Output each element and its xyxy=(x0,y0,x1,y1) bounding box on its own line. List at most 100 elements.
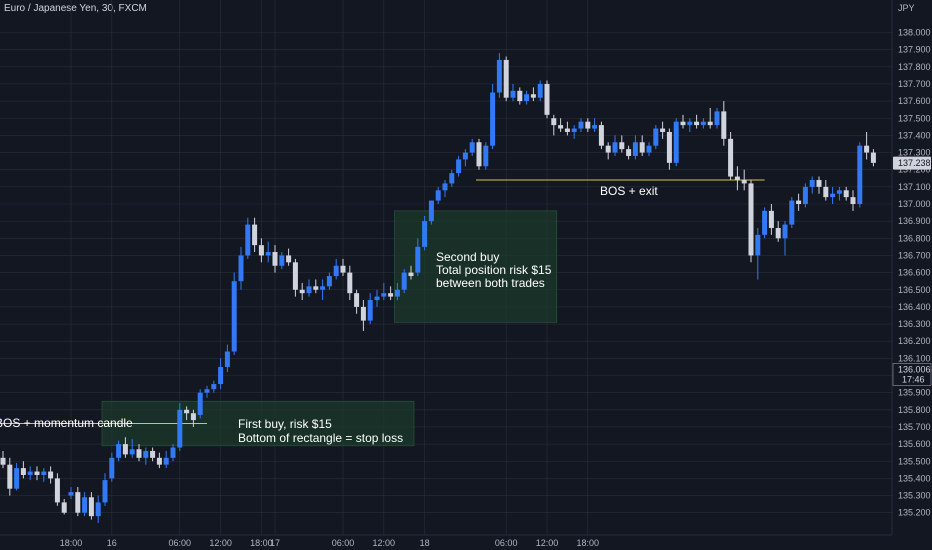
candle xyxy=(639,135,645,156)
candle xyxy=(830,186,836,204)
candle xyxy=(816,176,822,194)
candle-body xyxy=(619,142,625,150)
candle-body xyxy=(204,389,210,393)
candle-body xyxy=(0,457,6,465)
candle-body xyxy=(605,145,611,153)
time-tick-label: 06:00 xyxy=(332,538,355,548)
candle-body xyxy=(88,497,94,517)
candle-body xyxy=(496,59,502,93)
candle-body xyxy=(646,145,652,153)
price-tick-label: 135.400 xyxy=(898,473,931,483)
candle xyxy=(204,385,210,398)
candle-body xyxy=(218,366,224,385)
candle-body xyxy=(54,478,60,503)
candle-body xyxy=(653,128,659,146)
bos-momentum-label: BOS + momentum candle xyxy=(0,416,133,430)
candle-body xyxy=(190,413,196,421)
candle xyxy=(408,265,414,280)
price-tick-label: 135.200 xyxy=(898,508,931,518)
candle-body xyxy=(585,121,591,129)
candle-body xyxy=(748,183,754,256)
candle-body xyxy=(265,252,271,256)
price-tick-label: 137.700 xyxy=(898,79,931,89)
candle-body xyxy=(82,497,88,513)
candle-body xyxy=(292,262,298,290)
candle-body xyxy=(789,200,795,225)
price-tick-label: 137.800 xyxy=(898,62,931,72)
price-tick-label: 137.100 xyxy=(898,182,931,192)
candle xyxy=(483,142,489,170)
candle xyxy=(306,279,312,297)
candle xyxy=(340,258,346,277)
price-tick-label: 136.100 xyxy=(898,353,931,363)
candle-body xyxy=(564,128,570,132)
candle-body xyxy=(626,149,632,156)
candle-body xyxy=(313,286,319,290)
candle-body xyxy=(224,351,230,367)
candle-body xyxy=(823,186,829,198)
candle xyxy=(82,492,88,517)
candle xyxy=(789,197,795,229)
candle-body xyxy=(306,286,312,294)
candle xyxy=(401,269,407,294)
price-scale-panel[interactable] xyxy=(892,0,932,550)
price-scale: JPY 138.000 137.900 137.800 137.700 137.600 1… xyxy=(898,3,931,518)
candle xyxy=(870,149,876,167)
candle xyxy=(197,389,203,419)
candle-body xyxy=(326,276,332,287)
candle xyxy=(802,183,808,208)
candle-body xyxy=(483,145,489,167)
time-tick-label: 16 xyxy=(107,538,117,548)
candle xyxy=(68,486,74,499)
candle xyxy=(748,179,754,263)
candle-body xyxy=(136,449,142,458)
candle xyxy=(850,190,856,211)
candle xyxy=(660,121,666,139)
candle-body xyxy=(442,183,448,191)
candle xyxy=(666,128,672,170)
candle-body xyxy=(408,272,414,277)
candle xyxy=(354,289,360,314)
time-tick-label: 17 xyxy=(270,538,280,548)
candle-body xyxy=(843,190,849,198)
candle-body xyxy=(578,121,584,129)
candle-body xyxy=(150,450,156,458)
price-tick-label: 137.400 xyxy=(898,130,931,140)
candle xyxy=(381,282,387,301)
candle xyxy=(20,461,26,479)
candle xyxy=(415,238,421,277)
candle-body xyxy=(401,272,407,290)
candle-body xyxy=(524,94,530,102)
candle xyxy=(41,468,47,482)
candle-body xyxy=(7,464,13,489)
candle-body xyxy=(340,265,346,273)
candle-body xyxy=(435,190,441,201)
candle xyxy=(238,246,244,290)
candle-body xyxy=(102,480,108,503)
time-tick-label: 18:00 xyxy=(577,538,600,548)
second-buy-zone xyxy=(394,210,558,323)
candle xyxy=(360,300,366,331)
candle xyxy=(632,135,638,160)
candle xyxy=(775,221,781,242)
candle-body xyxy=(354,293,360,307)
candle-body xyxy=(48,471,54,479)
candle xyxy=(156,452,162,469)
candle-body xyxy=(163,457,169,465)
candle xyxy=(449,169,455,187)
candle-body xyxy=(116,444,122,458)
first-buy-label-line2: Bottom of rectangle = stop loss xyxy=(238,431,403,445)
candle-body xyxy=(836,190,842,194)
candle xyxy=(646,142,652,156)
candle-body xyxy=(245,224,251,256)
candle xyxy=(462,149,468,167)
candle xyxy=(592,118,598,132)
candle xyxy=(768,204,774,235)
candle-body xyxy=(156,457,162,465)
candle-body xyxy=(755,234,761,256)
candle-body xyxy=(592,125,598,129)
candle xyxy=(782,221,788,256)
candle-body xyxy=(530,94,536,98)
